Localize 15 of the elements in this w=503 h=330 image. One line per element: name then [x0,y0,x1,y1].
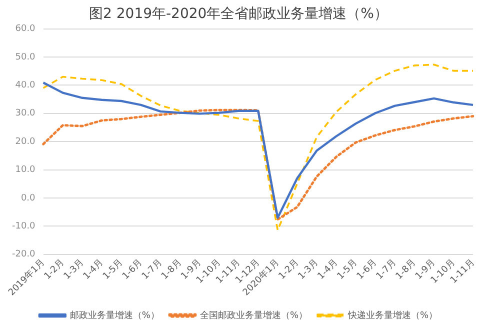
legend-label: 邮政业务量增速（%） [70,310,160,321]
y-tick-label: 20.0 [15,136,36,147]
line-series [42,64,474,232]
y-tick-label: 30.0 [15,108,36,119]
y-tick-label: 40.0 [15,80,36,91]
y-tick-label: 0.0 [20,193,36,204]
line-series [42,108,474,221]
legend-label: 快递业务量增速（%） [347,310,438,321]
y-tick-label: 50.0 [15,52,36,62]
y-tick-label: 10.0 [15,165,36,176]
y-tick-label: -10.0 [12,222,36,232]
y-tick-label: 60.0 [15,24,36,34]
legend-label: 全国邮政业务量增速（%） [200,310,308,321]
y-tick-label: -20.0 [12,250,36,260]
chart-title: 图2 2019年-2020年全省邮政业务量增速（%） [89,6,388,22]
